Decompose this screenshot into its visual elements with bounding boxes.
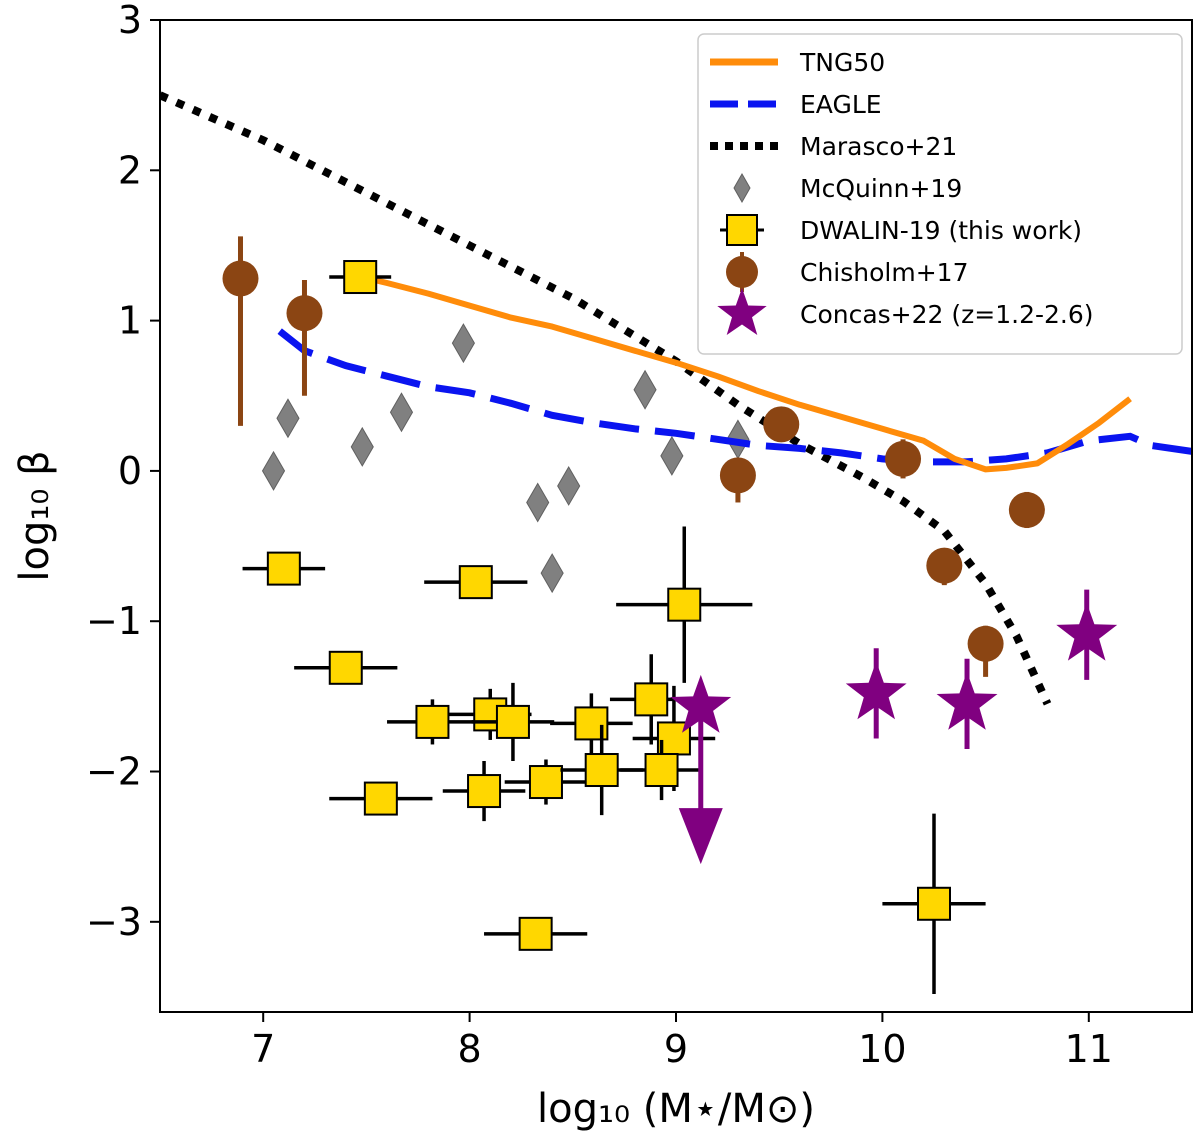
legend: TNG50 EAGLE Marasco+21 McQuinn+19 DWALIN-19 … [697,33,1183,355]
mcquinn-point [660,435,684,476]
mcquinn-point [451,323,475,364]
dwalin-point [584,753,619,788]
y-tick-label: 1 [118,299,142,343]
dwalin-point [917,886,951,921]
concas-point [845,661,907,720]
x-tick-label: 8 [458,1027,482,1071]
dwalin-point [328,650,363,685]
concas-point [1056,602,1118,661]
dwalin-point [266,551,301,586]
y-tick-label: 0 [118,449,142,493]
legend-swatch-mcquinn [733,172,751,204]
marasco-line [160,91,1052,706]
concas-point [936,671,998,730]
x-tick-label: 10 [858,1027,906,1071]
chisholm-point [926,547,963,584]
mcquinn-point [633,369,657,410]
x-tick-label: 7 [251,1027,275,1071]
dwalin-point [458,565,493,600]
chisholm-point [1008,491,1045,528]
legend-swatch-chisholm [726,256,758,288]
legend-label-concas: Concas+22 (z=1.2-2.6) [800,300,1094,329]
x-tick-label: 11 [1065,1027,1113,1071]
dwalin-point [415,704,450,739]
legend-label-mcquinn: McQuinn+19 [800,174,962,203]
chisholm-point [222,260,259,297]
legend-label-marasco: Marasco+21 [800,132,957,161]
chisholm-point [967,625,1004,662]
chisholm-point [286,295,323,332]
chisholm-point [885,440,922,477]
y-axis-label: log₁₀ β [12,450,58,581]
dwalin-point [528,765,563,800]
mcquinn-point [276,398,300,439]
dwalin-point [574,706,609,741]
x-axis-label: log₁₀ (M⋆/M⊙) [537,1086,815,1132]
mcquinn-point [540,553,564,594]
dwalin-point [518,916,553,951]
mcquinn-point [350,426,374,467]
mcquinn-point [389,392,414,433]
y-tick-label: −1 [86,599,142,643]
y-tick-label: −3 [86,900,142,944]
dwalin-point [343,260,378,295]
series-layer [160,91,1192,994]
concas-upper-limit-arrow [678,808,723,865]
dwalin-point [495,704,530,739]
concas-point [670,674,732,733]
mcquinn-point [557,465,581,506]
x-tick-label: 9 [664,1027,688,1071]
chisholm-point [719,457,756,494]
legend-swatch-concas [717,288,767,335]
mcquinn-point [526,482,550,523]
dwalin-point [667,587,702,622]
y-tick-label: 2 [118,148,142,192]
y-tick-label: 3 [118,0,142,42]
y-tick-label: −2 [86,750,142,794]
dwalin-point [363,781,398,816]
legend-frame [697,33,1183,355]
legend-label-eagle: EAGLE [800,90,882,119]
legend-label-chisholm: Chisholm+17 [800,258,968,287]
legend-label-tng50: TNG50 [799,48,885,77]
dwalin-point [644,753,679,788]
chisholm-point [763,406,800,443]
tng50-line [355,272,1132,473]
legend-swatch-dwalin [726,214,758,246]
dwalin-point [467,774,502,809]
mcquinn-point [261,450,286,491]
legend-label-dwalin: DWALIN-19 (this work) [800,216,1082,245]
dwalin-point [634,682,669,717]
